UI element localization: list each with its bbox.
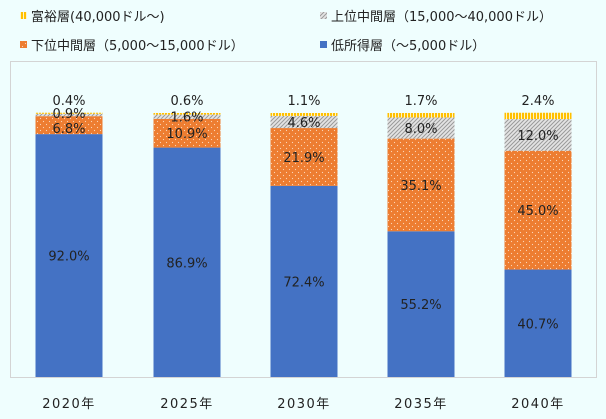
bar-segment [270,185,338,377]
bar-segment [387,117,455,139]
legend-swatch [20,41,27,48]
data-label: 8.0% [404,122,437,137]
bars [35,112,572,377]
x-tick-label: 2040年 [511,397,565,412]
bar-segment [153,114,221,119]
data-label: 0.6% [170,94,203,109]
legend-label: 上位中間層（15,000～40,000ドル） [331,10,552,25]
x-axis: 2020年 2025年 2030年 2035年 2040年 [42,397,565,412]
bar-segment [35,113,103,117]
bar-segment [387,231,455,377]
legend-label: 下位中間層（5,000～15,000ドル） [31,39,244,54]
data-label: 2.4% [521,94,554,109]
legend-swatch [20,12,27,19]
bar-segment [35,112,103,114]
data-label: 10.9% [166,127,207,142]
bar-segment [270,128,338,186]
data-label: 4.6% [287,116,320,131]
legend-label: 富裕層(40,000ドル～) [31,9,165,25]
bar-segment [153,113,221,115]
bar-segment [387,113,455,118]
x-tick-label: 2030年 [277,397,331,412]
bar-segment [504,112,572,120]
bar-segment [270,115,338,129]
data-label: 12.0% [517,129,558,144]
bar-segment [504,150,572,270]
data-label: 0.4% [52,94,85,109]
data-label: 72.4% [283,275,324,290]
data-label: 21.9% [283,151,324,166]
plot-area [10,61,597,378]
data-label: 55.2% [400,298,441,313]
bar-segment [35,134,103,377]
data-label: 6.8% [52,122,85,137]
data-label: 1.7% [404,94,437,109]
legend-swatch [320,41,327,48]
x-tick-label: 2025年 [160,397,214,412]
bar-segment [270,113,338,116]
x-tick-label: 2035年 [394,397,448,412]
data-label: 35.1% [400,179,441,194]
legend: 富裕層(40,000ドル～) 上位中間層（15,000～40,000ドル） 下位中間… [20,9,552,54]
x-tick-label: 2020年 [42,397,96,412]
data-labels: 92.0% 6.8%0.9%0.4% 86.9% 10.9%1.6% 0.6% 72.4%… [48,94,558,332]
legend-swatch [320,12,327,19]
bar-segment [387,138,455,232]
bar-segment [153,118,221,148]
data-label: 1.6% [170,111,203,126]
bar-segment [153,147,221,377]
legend-label: 低所得層（～5,000ドル） [331,38,485,54]
data-label: 40.7% [517,317,558,332]
bar-segment [35,116,103,135]
bar-segment [504,119,572,151]
data-label: 0.9% [52,107,85,122]
data-label: 1.1% [287,94,320,109]
data-label: 45.0% [517,204,558,219]
bar-segment [504,269,572,377]
data-label: 92.0% [48,250,89,265]
data-label: 86.9% [166,256,207,271]
